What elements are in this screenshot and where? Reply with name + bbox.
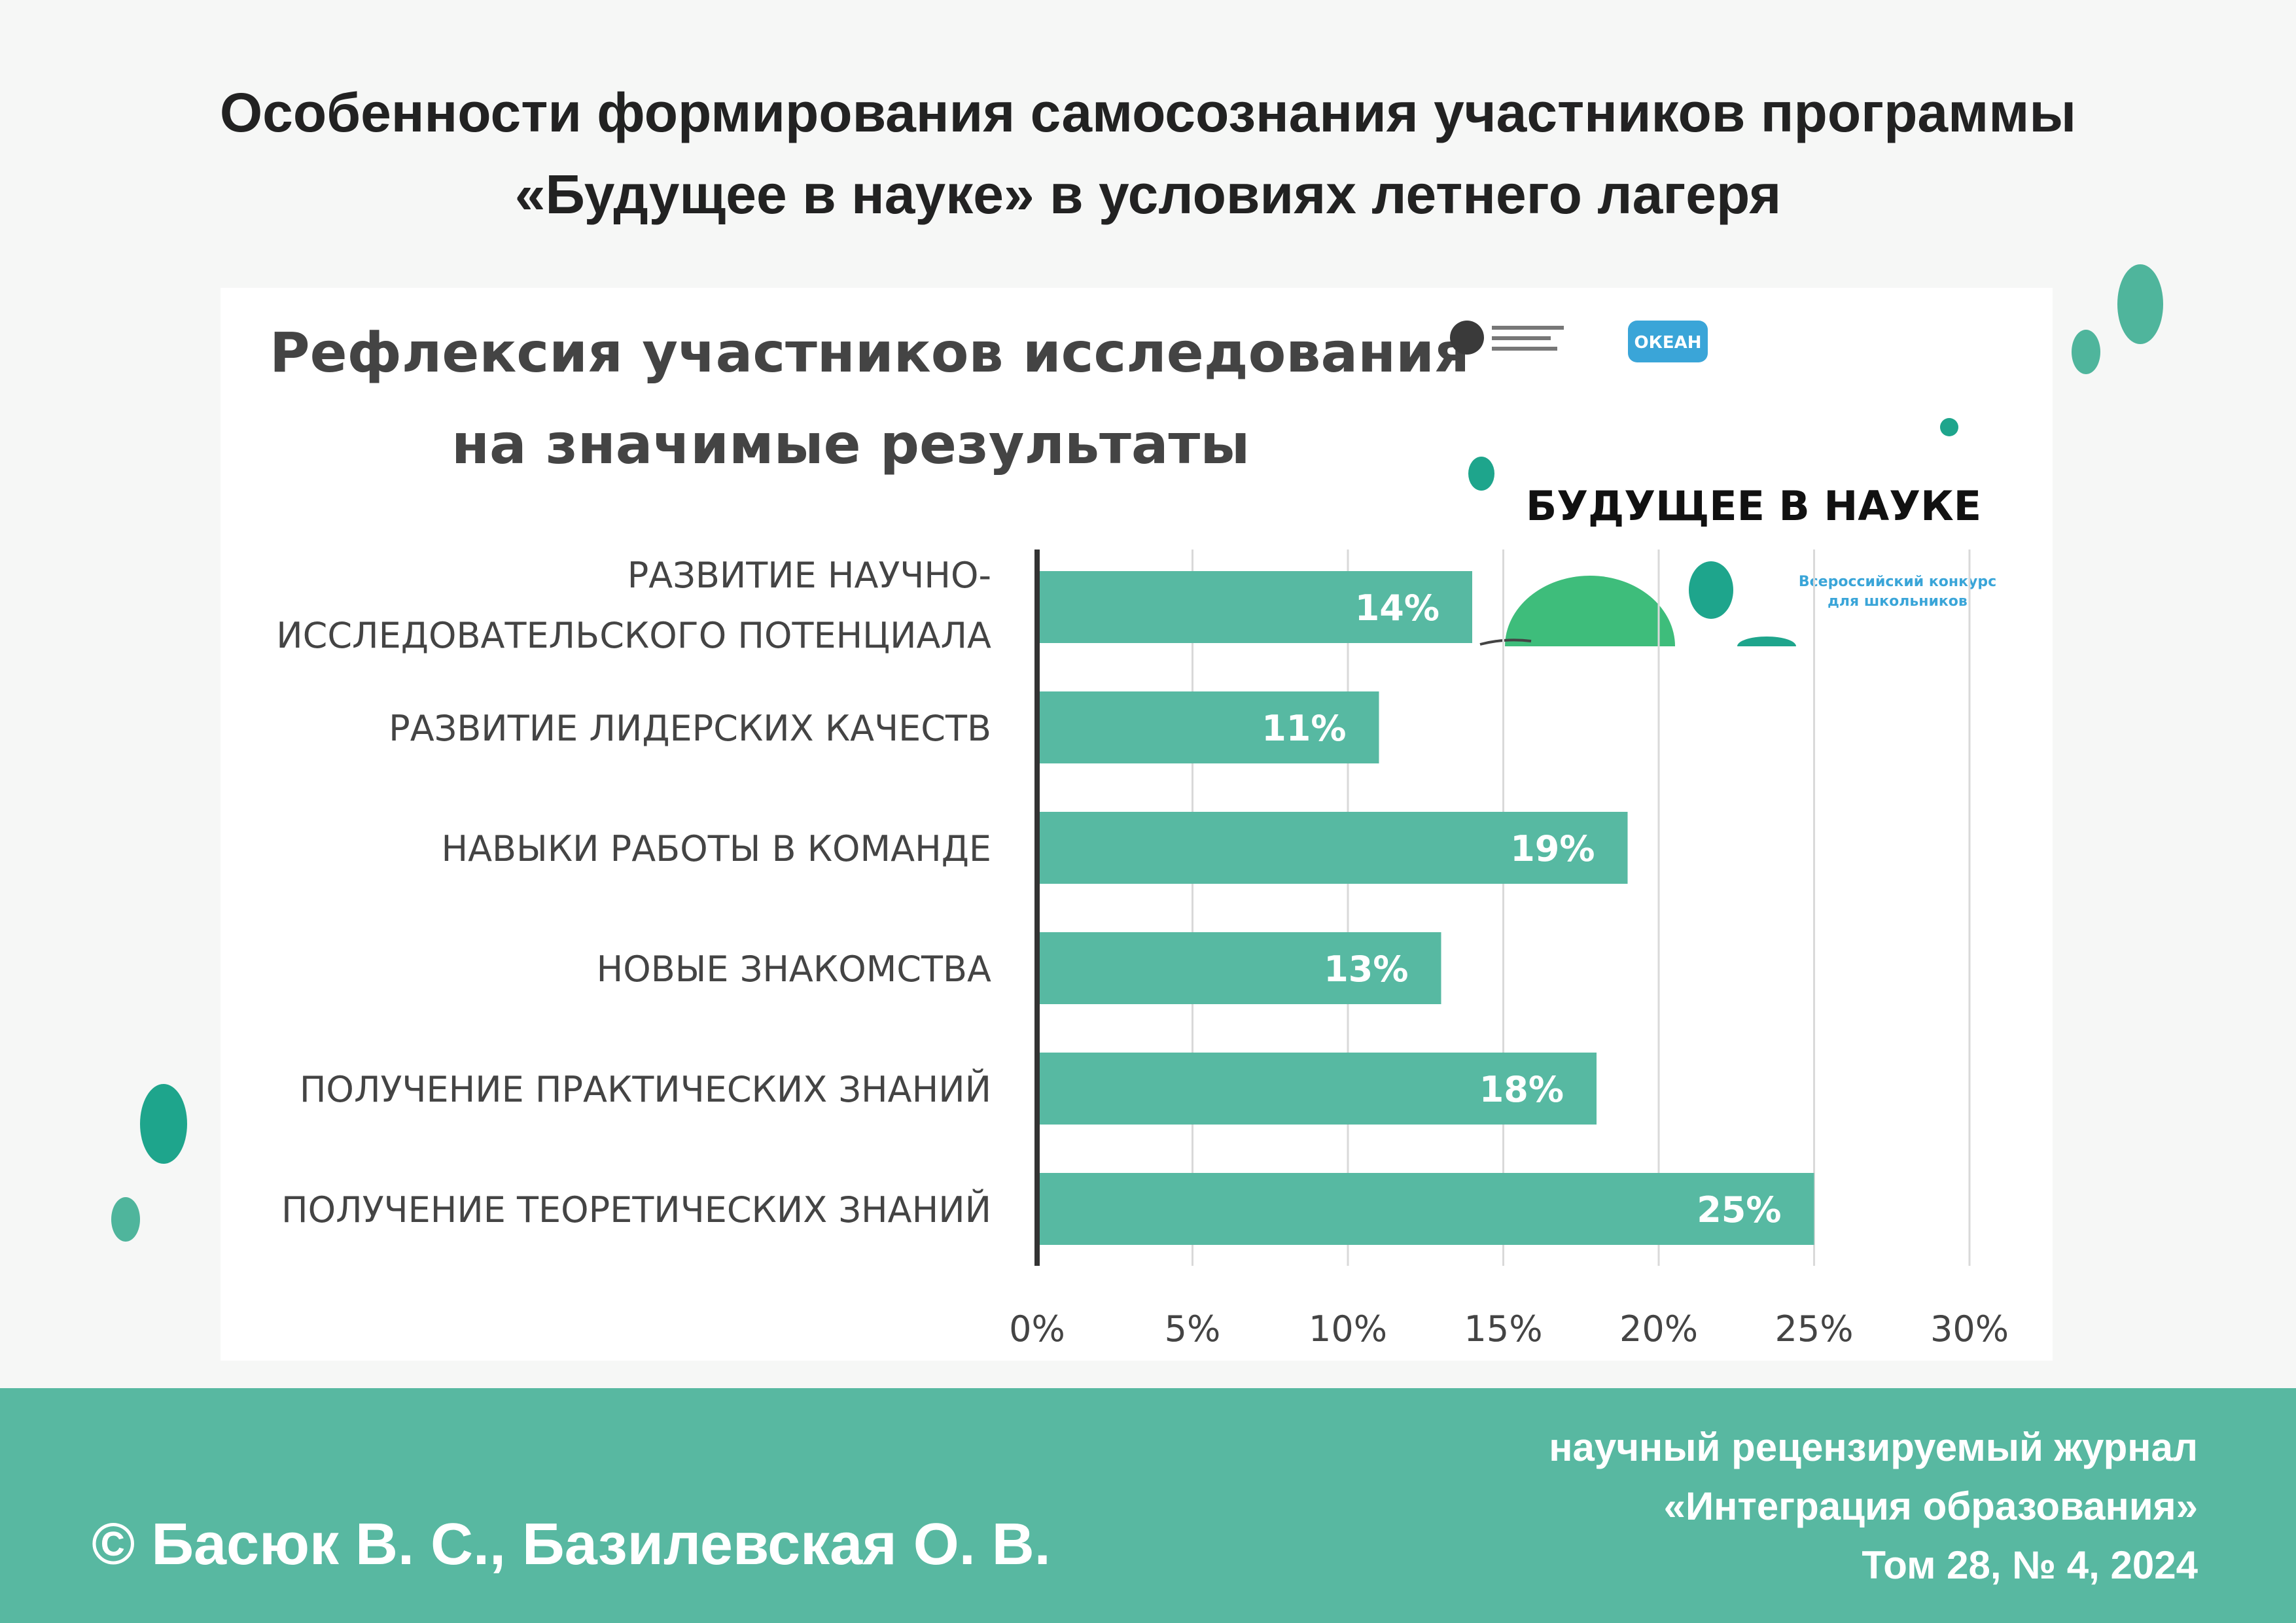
footer-authors: © Басюк В. С., Базилевская О. В. [92,1512,1051,1577]
x-tick-label: 20% [1619,1308,1698,1350]
academy-logo [1450,321,1564,355]
page-title-line-1: Особенности формирования самосознания уч… [219,82,2077,143]
bar-data-label: 13% [1324,949,1408,990]
category-label: ПОЛУЧЕНИЕ ПРАКТИЧЕСКИХ ЗНАНИЙ [300,1069,991,1110]
deco-circle-left-small [111,1197,140,1242]
category-label: РАЗВИТИЕ НАУЧНО- [627,555,991,596]
x-tick-label: 30% [1930,1308,2009,1350]
academy-logo-text-line [1492,336,1551,340]
footer-journal-line-1: научный рецензируемый журнал [1549,1425,2198,1469]
deco-circle-top-right-small [2072,330,2100,374]
contest-text-line-2: для школьников [1828,593,1968,610]
page-title-line-2: «Будущее в науке» в условиях летнего лаг… [514,164,1782,225]
chart-title-line-2: на значимые результаты [451,412,1250,476]
category-label: РАЗВИТИЕ ЛИДЕРСКИХ КАЧЕСТВ [389,708,991,749]
brand-logo-line [1479,638,1532,646]
bar [1037,1173,1814,1245]
academy-logo-text-line [1492,347,1557,351]
category-label: НАВЫКИ РАБОТЫ В КОМАНДЕ [442,828,991,869]
academy-logo-text-line [1492,326,1564,330]
chart-title-line-1: Рефлексия участников исследования [270,321,1470,385]
brand-logo-circle [1689,561,1733,619]
brand-logo-small-arc [1737,637,1796,646]
brand-logo-text: БУДУЩЕЕ В НАУКЕ [1526,482,1981,530]
x-tick-label: 5% [1165,1308,1221,1350]
x-tick-label: 25% [1775,1308,1853,1350]
deco-circle-top-right-large [2117,264,2163,344]
bar [1037,1053,1597,1125]
x-tick-label: 10% [1309,1308,1387,1350]
contest-text-line-1: Всероссийский конкурс [1799,574,1996,590]
deco-dot [1468,457,1494,491]
brand-logo-arc [1505,576,1675,646]
bar-data-label: 19% [1510,828,1595,869]
chart-x-tick-labels: 0% 5% 10% 15% 20% 25% 30% [1009,1308,2009,1350]
bar [1037,932,1441,1004]
page-title: Особенности формирования самосознания уч… [0,72,2296,236]
ocean-logo-text: ОКЕАН [1634,333,1702,353]
ocean-logo: ОКЕАН [1628,321,1708,362]
eagle-emblem-icon [1450,321,1484,355]
chart-bars: 14% 11% 19% 13% 18% 25% [1037,571,1814,1245]
deco-circle-left-large [140,1084,187,1164]
bar-data-label: 14% [1355,587,1439,629]
chart-gridlines [1192,550,1971,1266]
x-tick-label: 0% [1009,1308,1065,1350]
ocean-logo-badge [1628,321,1708,362]
footer-band [0,1388,2296,1623]
category-label: ИССЛЕДОВАТЕЛЬСКОГО ПОТЕНЦИАЛА [276,615,991,656]
bar [1037,691,1379,763]
category-label: НОВЫЕ ЗНАКОМСТВА [597,949,991,990]
bar-data-label: 11% [1262,708,1346,749]
chart-category-labels: РАЗВИТИЕ НАУЧНО- ИССЛЕДОВАТЕЛЬСКОГО ПОТЕН… [276,555,991,1230]
deco-dot [1940,418,1958,436]
x-tick-label: 15% [1464,1308,1542,1350]
bar-data-label: 18% [1479,1069,1564,1110]
bar [1037,571,1472,643]
category-label: ПОЛУЧЕНИЕ ТЕОРЕТИЧЕСКИХ ЗНАНИЙ [281,1189,991,1230]
footer-journal-line-2: «Интеграция образования» [1663,1484,2198,1528]
footer-journal-line-3: Том 28, № 4, 2024 [1862,1543,2198,1587]
footer-journal-info: научный рецензируемый журнал «Интеграция… [1549,1418,2198,1595]
bar [1037,812,1628,884]
bar-data-label: 25% [1697,1189,1781,1230]
